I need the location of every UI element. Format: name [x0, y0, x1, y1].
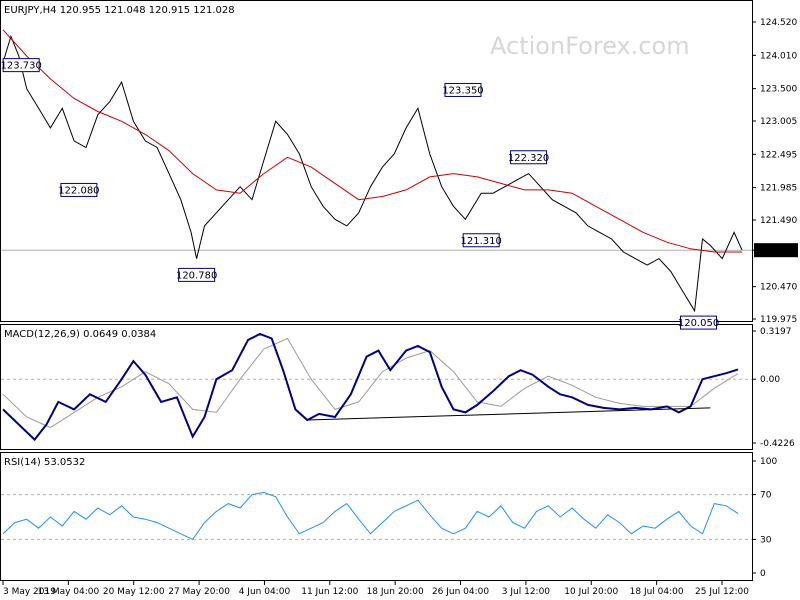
- rsi-y-tick-label: 30: [760, 535, 772, 545]
- price-plot: 124.520 124.010 123.500 123.005 122.495 121.9…: [0, 18, 798, 330]
- x-tick-label: 11 Jun 12:00: [301, 587, 358, 597]
- price-annotation-box: [462, 233, 500, 248]
- watermark: ActionForex.com: [490, 32, 690, 60]
- price-y-tick-label: 121.490: [760, 216, 797, 226]
- price-annotation-label: 121.310: [460, 236, 501, 247]
- macd-plot: 0.3197 0.00 -0.4226: [1, 327, 795, 449]
- rsi-line: [2, 491, 739, 541]
- x-tick-label: 3 Jul 12:00: [502, 587, 551, 597]
- macd-y-tick-label: 0.00: [760, 375, 780, 385]
- sma-line: [2, 29, 742, 253]
- price-panel-title: EURJPY,H4 120.955 121.048 120.915 121.02…: [4, 5, 235, 16]
- macd-y-tick-label: -0.4226: [760, 439, 795, 449]
- price-annotation-label: 120.780: [176, 270, 217, 281]
- price-annotation-box: [444, 82, 482, 97]
- rsi-y-tick-label: 100: [760, 457, 777, 467]
- price-annotation-label: 123.350: [442, 85, 483, 96]
- macd-panel-title: MACD(12,26,9) 0.0649 0.0384: [4, 329, 156, 340]
- x-tick-label: 10 Jul 20:00: [564, 587, 618, 597]
- price-line: [2, 34, 743, 313]
- price-annotation-label: 120.050: [678, 318, 719, 329]
- rsi-panel-frame: [0, 452, 753, 581]
- macd-line: [2, 332, 739, 442]
- x-tick-label: 18 Jun 20:00: [367, 587, 424, 597]
- price-panel-frame: [0, 0, 753, 322]
- price-annotation-box: [2, 58, 40, 73]
- macd-signal-line: [2, 337, 739, 429]
- x-tick-label: 27 May 20:00: [168, 587, 230, 597]
- x-tick-label: 26 Jun 04:00: [432, 587, 489, 597]
- x-tick-label: 3 May 2019: [3, 587, 56, 597]
- x-tick-label: 13 May 04:00: [38, 587, 100, 597]
- price-y-tick-label: 124.010: [760, 51, 797, 61]
- x-tick-label: 4 Jun 04:00: [239, 587, 291, 597]
- price-annotation-box: [680, 315, 718, 330]
- price-y-tick-label: 124.520: [760, 18, 797, 28]
- price-annotation-label: 122.320: [508, 153, 549, 164]
- price-annotation-label: 122.080: [58, 185, 99, 196]
- rsi-plot: 100 70 30 0: [1, 457, 777, 579]
- x-tick-label: 20 May 12:00: [103, 587, 165, 597]
- rsi-panel-title: RSI(14) 53.0532: [4, 457, 85, 468]
- x-tick-label: 25 Jul 12:00: [695, 587, 749, 597]
- price-annotation-box: [178, 267, 216, 282]
- rsi-y-tick-label: 70: [760, 491, 772, 501]
- price-annotation-label: 123.730: [0, 61, 41, 72]
- rsi-y-tick-label: 0: [760, 569, 766, 579]
- price-y-tick-label: 123.005: [760, 117, 797, 127]
- price-annotation-box: [60, 182, 98, 197]
- x-tick-label: 18 Jul 04:00: [630, 587, 684, 597]
- price-y-tick-label: 119.975: [760, 315, 797, 325]
- current-price-label: 121.028: [757, 246, 794, 256]
- price-annotation-box: [510, 150, 548, 165]
- current-price-box: [754, 243, 798, 258]
- price-y-tick-label: 121.985: [760, 184, 797, 194]
- price-y-tick-label: 120.470: [760, 283, 797, 293]
- macd-panel-frame: [0, 324, 753, 450]
- macd-y-tick-label: 0.3197: [760, 327, 792, 337]
- macd-trendline: [307, 407, 711, 421]
- price-y-tick-label: 122.495: [760, 150, 797, 160]
- price-y-tick-label: 123.500: [760, 85, 797, 95]
